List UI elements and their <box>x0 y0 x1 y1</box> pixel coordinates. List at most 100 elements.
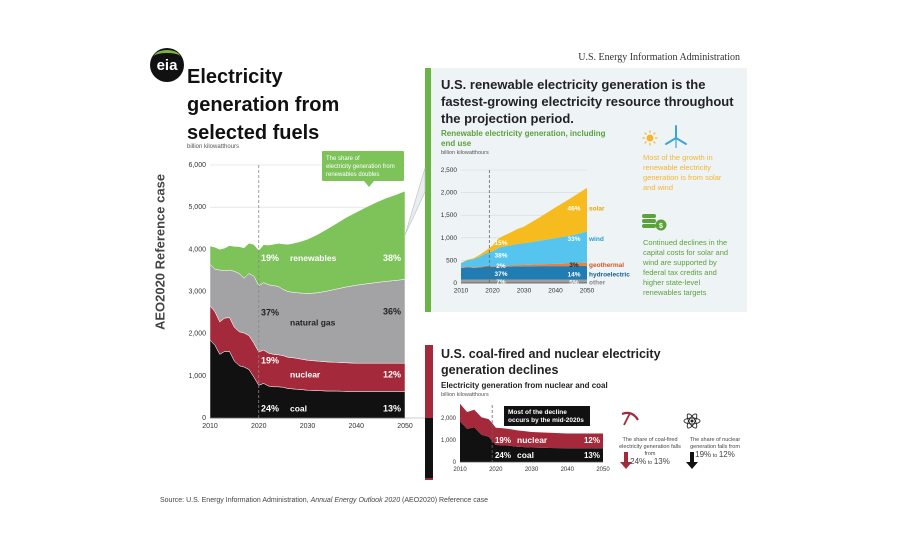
y-tick-label: 1,000 <box>188 373 206 380</box>
coal-panel-unit: billion kilowatthours <box>441 392 489 398</box>
coal-share-note: The share of coal-fired electricity gene… <box>619 437 681 467</box>
renewables-panel-unit: billion kilowatthours <box>441 150 489 156</box>
coins-icon <box>642 214 656 218</box>
series-label-nuclear: nuclear <box>517 435 548 445</box>
zoom-connector-renewables <box>404 167 426 236</box>
share-end-other: 5% <box>569 280 579 287</box>
source-note: Source: U.S. Energy Information Administ… <box>160 497 488 504</box>
y-tick-label: 2,000 <box>441 416 457 422</box>
share-start-renewables: 19% <box>261 253 279 263</box>
x-tick-label: 2040 <box>561 467 575 473</box>
x-tick-label: 2050 <box>397 423 413 430</box>
share-end-nuclear: 12% <box>584 436 600 445</box>
main-area-chart: 0 1,000 2,000 3,000 4,000 5,000 6,000 2010 2020 2… <box>188 151 413 430</box>
source-suffix: (AEO2020) Reference case <box>400 497 489 504</box>
series-label-wind: wind <box>588 236 604 243</box>
nuclear-share-to-word: to <box>712 453 718 459</box>
annotation-line: The share of <box>326 156 360 162</box>
series-label-coal: coal <box>517 450 534 460</box>
share-start-coal: 24% <box>261 403 279 413</box>
agency-name: U.S. Energy Information Administration <box>578 52 740 63</box>
main-chart-title: Electricity generation from selected fue… <box>187 66 340 144</box>
coins-icon-layer <box>642 224 656 228</box>
renewables-area-chart: 0 500 1,000 1,500 2,000 2,500 2010 2020 2030 2040… <box>441 167 630 295</box>
capital-cost-note: Continued declines in the capital costs … <box>643 238 729 297</box>
annotation-line: occurs by the mid-2020s <box>508 417 584 424</box>
share-start-hydroelectric: 37% <box>494 271 507 278</box>
sun-icon-ray <box>644 132 647 135</box>
coal-panel-accent <box>425 345 433 480</box>
atom-orbit <box>686 413 698 429</box>
series-label-hydroelectric: hydroelectric <box>589 271 630 278</box>
atom-icon <box>683 417 701 425</box>
sun-icon-ray <box>653 141 656 144</box>
area-geothermal <box>461 262 587 269</box>
share-end-solar: 46% <box>567 205 580 212</box>
share-end-natural_gas: 36% <box>383 307 401 317</box>
y-tick-label: 0 <box>202 415 206 422</box>
y-tick-label: 2,000 <box>188 331 206 338</box>
series-label-other: other <box>589 280 606 287</box>
nuclear-share-note: The share of nuclear generation falls fr… <box>686 437 744 460</box>
coins-icon-layer <box>642 219 656 223</box>
series-label-natural_gas: natural gas <box>290 318 336 328</box>
x-tick-label: 2030 <box>517 288 532 295</box>
x-tick-label: 2020 <box>485 288 500 295</box>
pickaxe-icon <box>621 411 639 421</box>
annotation-box <box>504 406 590 426</box>
nuclear-share-from: 19% <box>695 450 712 459</box>
y-tick-label: 4,000 <box>188 246 206 253</box>
share-end-coal: 13% <box>584 451 600 460</box>
y-tick-label: 3,000 <box>188 289 206 296</box>
dollar-sign-icon: $ <box>659 223 663 230</box>
coal-share-to-word: to <box>647 460 653 466</box>
y-tick-label: 0 <box>453 280 457 287</box>
x-tick-label: 2030 <box>525 467 539 473</box>
coal-panel-title: U.S. coal-fired and nuclear electricity … <box>441 347 661 377</box>
series-label-nuclear: nuclear <box>290 370 321 380</box>
y-tick-label: 1,000 <box>441 235 458 242</box>
coal-panel-accent-lower <box>425 418 433 478</box>
share-start-coal: 24% <box>495 451 511 460</box>
x-tick-label: 2050 <box>580 288 595 295</box>
coal-nuclear-area-chart: 0 1,000 2,000 2010 2020 2030 2040 2050 19% nuclea… <box>441 403 610 473</box>
x-tick-label: 2010 <box>454 288 469 295</box>
down-arrow-icon <box>686 452 698 469</box>
pickaxe-handle <box>623 412 631 426</box>
share-start-solar: 15% <box>494 240 507 247</box>
series-label-geothermal: geothermal <box>589 262 624 269</box>
coal-share-text: The share of coal-fired electricity gene… <box>619 437 681 457</box>
x-tick-label: 2020 <box>489 467 503 473</box>
area-other <box>461 279 587 283</box>
x-tick-label: 2040 <box>348 423 364 430</box>
annotation-line: Most of the decline <box>508 409 567 416</box>
share-end-nuclear: 12% <box>383 370 401 380</box>
nuclear-share-to: 12% <box>718 450 735 459</box>
dollar-coin-icon <box>655 219 667 231</box>
annotation-box <box>322 151 404 181</box>
share-start-geothermal: 2% <box>496 263 506 270</box>
y-tick-label: 1,000 <box>441 438 457 444</box>
nuclear-share-text: The share of nuclear generation falls fr… <box>689 437 741 450</box>
annotation-pointer <box>364 181 374 187</box>
area-hydroelectric <box>461 265 587 280</box>
area-solar <box>461 187 587 264</box>
y-tick-label: 0 <box>453 460 457 466</box>
source-publication: Annual Energy Outlook 2020 <box>310 497 401 504</box>
renewables-panel-title: U.S. renewable electricity generation is… <box>441 77 734 126</box>
share-end-coal: 13% <box>383 403 401 413</box>
y-tick-label: 500 <box>446 257 457 264</box>
share-start-nuclear: 19% <box>495 436 511 445</box>
x-tick-label: 2040 <box>548 288 563 295</box>
coal-share-to: 13% <box>653 457 670 466</box>
share-end-wind: 33% <box>567 236 580 243</box>
share-end-hydroelectric: 14% <box>567 271 580 278</box>
main-chart-unit: billion kilowatthours <box>187 144 240 150</box>
y-tick-label: 1,500 <box>441 212 458 219</box>
share-start-other: 7% <box>496 279 506 286</box>
share-start-nuclear: 19% <box>261 356 279 366</box>
source-prefix: Source: U.S. Energy Information Administ… <box>160 497 311 504</box>
sun-icon-ray <box>644 141 647 144</box>
x-tick-label: 2050 <box>596 467 610 473</box>
